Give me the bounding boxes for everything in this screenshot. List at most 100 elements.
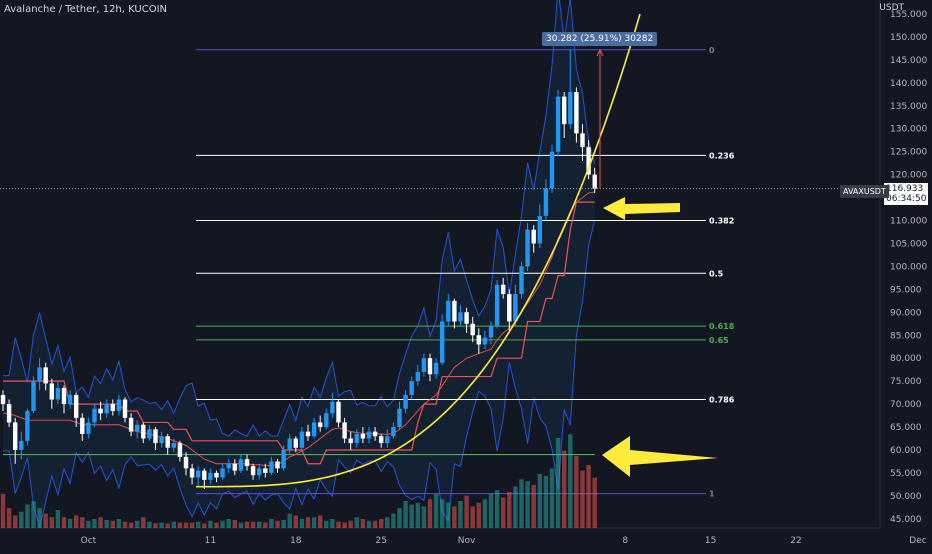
volume-bar bbox=[263, 522, 268, 528]
volume-bar bbox=[25, 504, 30, 528]
candle-body bbox=[494, 284, 500, 327]
x-tick-label: 22 bbox=[790, 536, 801, 546]
candle-body bbox=[104, 404, 109, 414]
candle-body bbox=[238, 459, 244, 471]
volume-bar bbox=[403, 501, 408, 528]
candle-body bbox=[49, 383, 54, 400]
y-tick-label: 55.000 bbox=[890, 469, 922, 479]
volume-bar bbox=[592, 477, 597, 528]
fib-level-label: 0.618 bbox=[709, 322, 735, 331]
volume-bar bbox=[244, 521, 250, 528]
symbol-badge: AVAXUSDT bbox=[840, 185, 889, 198]
x-tick-label: Nov bbox=[458, 536, 476, 546]
volume-bar bbox=[31, 501, 36, 528]
candle-body bbox=[385, 436, 390, 444]
volume-bar bbox=[6, 508, 12, 528]
arrow-icon bbox=[603, 197, 680, 220]
volume-bar bbox=[49, 517, 54, 528]
candle-body bbox=[513, 293, 518, 322]
chart-title: Avalanche / Tether, 12h, KUCOIN bbox=[4, 4, 168, 15]
volume-bar bbox=[141, 517, 146, 528]
volume-bar bbox=[415, 502, 420, 528]
candle-body bbox=[574, 92, 579, 134]
volume-bar bbox=[385, 517, 390, 528]
volume-bar bbox=[513, 486, 518, 528]
volume-bar bbox=[80, 517, 85, 528]
volume-bar bbox=[568, 434, 573, 528]
fib-level-label: 0 bbox=[709, 46, 715, 55]
volume-bar bbox=[348, 520, 353, 528]
candle-body bbox=[470, 323, 475, 336]
candle-body bbox=[427, 358, 433, 375]
volume-bar bbox=[324, 520, 329, 528]
candle-body bbox=[501, 284, 506, 294]
volume-bar bbox=[549, 468, 555, 528]
candle-body bbox=[324, 413, 329, 428]
candle-body bbox=[80, 417, 85, 434]
candle-body bbox=[360, 433, 366, 439]
volume-bar bbox=[165, 523, 170, 528]
last-price: 116.933 bbox=[886, 184, 924, 194]
y-tick-label: 60.000 bbox=[890, 446, 922, 456]
x-tick-label: 15 bbox=[705, 536, 716, 546]
y-tick-label: 65.000 bbox=[890, 423, 922, 433]
candle-body bbox=[293, 438, 298, 448]
candle-body bbox=[110, 404, 115, 411]
candle-body bbox=[13, 422, 18, 450]
candle-body bbox=[171, 443, 176, 448]
arrow-icon bbox=[602, 436, 718, 477]
candle-body bbox=[354, 433, 359, 444]
candle-body bbox=[348, 438, 353, 444]
volume-bar bbox=[275, 520, 280, 528]
volume-bar bbox=[525, 481, 530, 528]
y-tick-label: 90.000 bbox=[890, 308, 922, 318]
candle-body bbox=[19, 440, 24, 450]
bollinger-lower-line bbox=[3, 220, 596, 528]
volume-bar bbox=[116, 519, 122, 528]
volume-bar bbox=[128, 522, 134, 528]
volume-bar bbox=[299, 519, 305, 528]
volume-bar bbox=[159, 522, 164, 528]
candle-body bbox=[580, 133, 585, 148]
candle-body bbox=[476, 335, 481, 345]
bollinger-upper-line bbox=[3, 0, 596, 437]
y-tick-label: 75.000 bbox=[890, 377, 922, 387]
candle-body bbox=[525, 229, 530, 267]
y-tick-label: 70.000 bbox=[890, 400, 922, 410]
y-tick-label: 135.000 bbox=[890, 102, 927, 112]
volume-bar bbox=[153, 523, 158, 528]
volume-bar bbox=[19, 511, 24, 528]
candle-body bbox=[86, 422, 91, 434]
candle-body bbox=[55, 388, 61, 400]
fib-level-label: 0.382 bbox=[709, 217, 734, 226]
y-tick-label: 100.000 bbox=[890, 262, 927, 272]
volume-bar bbox=[293, 515, 298, 528]
candle-body bbox=[31, 381, 36, 411]
candle-body bbox=[202, 470, 207, 480]
volume-bar bbox=[482, 499, 488, 528]
candle-body bbox=[287, 438, 292, 450]
candle-body bbox=[446, 300, 451, 322]
fib-level-label: 0.5 bbox=[709, 269, 724, 278]
candle-body bbox=[342, 422, 347, 439]
candle-body bbox=[543, 188, 549, 216]
volume-bar bbox=[61, 517, 67, 528]
y-tick-label: 50.000 bbox=[890, 492, 922, 502]
volume-bar bbox=[562, 450, 567, 528]
volume-bar bbox=[183, 522, 189, 528]
candle-body bbox=[98, 408, 103, 414]
volume-bar bbox=[555, 438, 561, 528]
y-tick-label: 45.000 bbox=[890, 515, 922, 525]
candle-body bbox=[537, 215, 542, 244]
candle-body bbox=[507, 293, 512, 322]
candle-body bbox=[6, 404, 12, 423]
candle-body bbox=[281, 449, 286, 469]
candle-body bbox=[452, 300, 457, 322]
y-tick-label: 110.000 bbox=[890, 217, 927, 227]
candle-body bbox=[220, 468, 225, 478]
x-tick-label: 18 bbox=[290, 536, 302, 546]
last-price-badge: 116.933 06:34:50 bbox=[884, 183, 928, 205]
candle-body bbox=[458, 312, 463, 322]
